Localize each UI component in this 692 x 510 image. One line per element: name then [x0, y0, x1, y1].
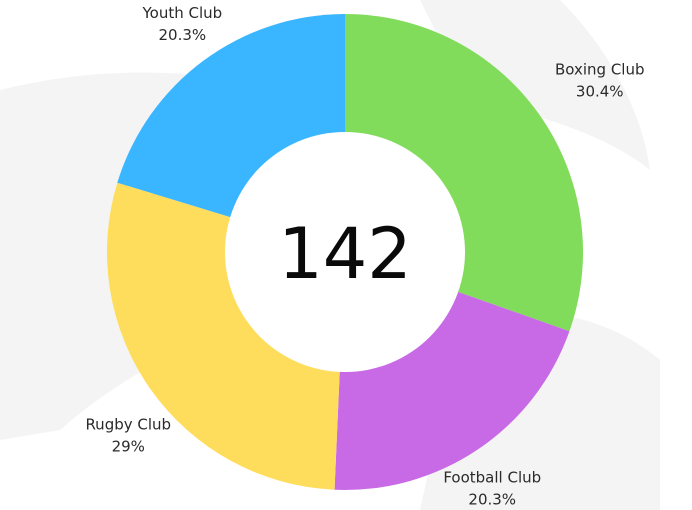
slice-label-percent: 29%: [112, 437, 145, 455]
slice-labels: Boxing Club 30.4% Football Club 20.3% Rugby …: [85, 4, 644, 508]
center-total: 142: [278, 213, 412, 295]
donut-hole: [225, 132, 465, 372]
slice-label-name: Football Club: [443, 468, 541, 486]
slice-label-percent: 20.3%: [159, 26, 207, 44]
watermark-shape: [420, 0, 650, 170]
slice-label-name: Youth Club: [141, 4, 222, 22]
slice-label-percent: 30.4%: [576, 83, 624, 101]
slice-label-name: Rugby Club: [85, 415, 171, 433]
slice-label-name: Boxing Club: [555, 61, 645, 79]
slice-label-percent: 20.3%: [468, 490, 516, 508]
